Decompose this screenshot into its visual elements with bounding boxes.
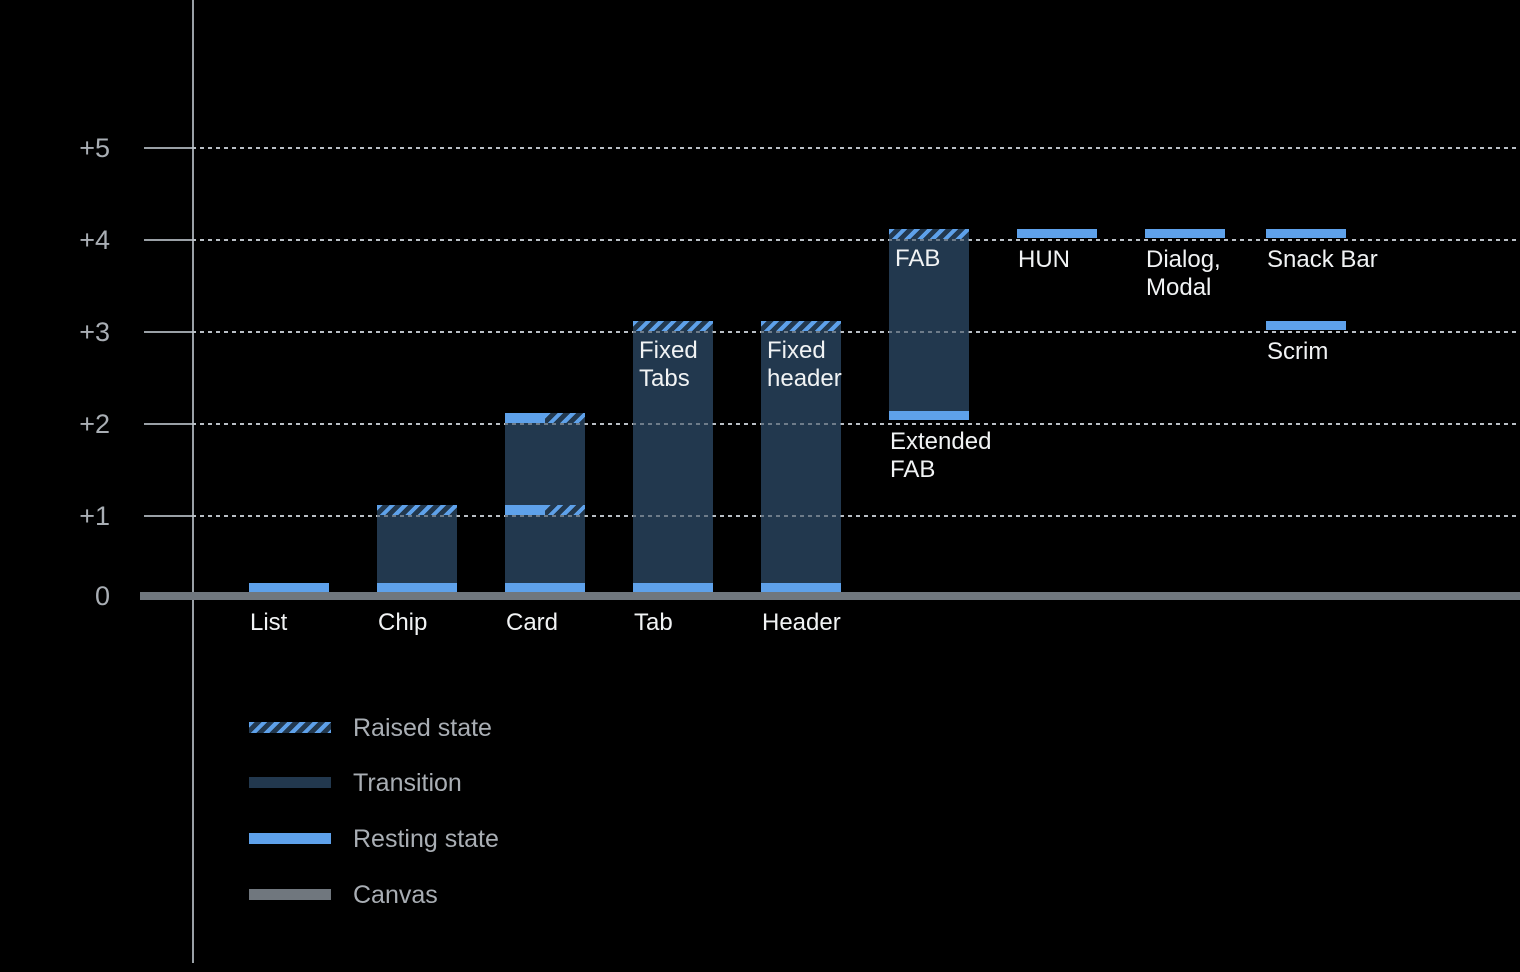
legend-swatch-resting-state-icon (249, 833, 331, 844)
band-hun-resting (1017, 229, 1097, 238)
band-list-resting (249, 583, 329, 592)
band-dialog-modal-resting (1145, 229, 1225, 238)
legend-item-transition: Transition (249, 767, 462, 798)
gridline-over-+4 (192, 239, 1520, 241)
bar-header-transition (761, 321, 841, 592)
band-scrim-resting (1266, 321, 1346, 330)
inner-label-tab: Fixed Tabs (639, 337, 698, 392)
bar-label-list: List (250, 609, 288, 636)
bar-card-resting-band-top (505, 413, 545, 423)
y-axis-tick-+3 (144, 331, 192, 333)
below-label-fab: Extended FAB (890, 428, 992, 483)
y-axis-tick-+2 (144, 423, 192, 425)
y-axis-tick-+1 (144, 515, 192, 517)
bar-card-resting-band-mid (505, 505, 545, 515)
legend-item-resting-state: Resting state (249, 823, 499, 854)
bar-label-header: Header (762, 609, 841, 636)
band-snack-bar-resting (1266, 229, 1346, 238)
legend-label-raised-state: Raised state (353, 713, 492, 742)
legend-swatch-raised-state-icon (249, 722, 331, 733)
y-axis-line (192, 0, 194, 963)
band-label-dialog-modal: Dialog, Modal (1146, 246, 1221, 301)
legend-item-canvas: Canvas (249, 879, 438, 910)
y-axis-label-+1: +1 (79, 501, 110, 531)
y-axis-tick-+5 (144, 147, 192, 149)
legend-label-resting-state: Resting state (353, 824, 499, 853)
y-axis-label-+4: +4 (79, 225, 110, 255)
gridline-over-+5 (192, 147, 1520, 149)
bar-header-raised-band (761, 321, 841, 331)
bar-card-raised-band-top (545, 413, 585, 423)
bar-chip-resting-band (377, 583, 457, 592)
inner-label-header: Fixed header (767, 337, 842, 392)
band-label-hun: HUN (1018, 246, 1070, 273)
bar-chip-transition (377, 505, 457, 592)
y-axis-tick-+4 (144, 239, 192, 241)
bar-label-chip: Chip (378, 609, 428, 636)
y-axis-label-+3: +3 (79, 317, 110, 347)
band-label-snack-bar: Snack Bar (1267, 246, 1378, 273)
legend-label-canvas: Canvas (353, 880, 438, 909)
bar-tab-transition (633, 321, 713, 592)
bar-fab-transition (889, 229, 969, 420)
y-axis-label-+5: +5 (79, 133, 110, 163)
band-label-scrim: Scrim (1267, 338, 1329, 365)
bar-card-resting-band (505, 583, 585, 592)
legend-label-transition: Transition (353, 768, 462, 797)
gridline-over-+2 (192, 423, 1520, 425)
bar-fab-resting-band (889, 411, 969, 420)
bar-tab-raised-band (633, 321, 713, 331)
bar-fab-raised-band (889, 229, 969, 239)
bar-card-transition (505, 413, 585, 592)
bar-tab-resting-band (633, 583, 713, 592)
gridline-over-+3 (192, 331, 1520, 333)
legend-item-raised-state: Raised state (249, 712, 492, 743)
inner-label-fab: FAB (895, 245, 941, 272)
legend-swatch-canvas-icon (249, 889, 331, 900)
gridline-over-+1 (192, 515, 1520, 517)
bar-label-tab: Tab (634, 609, 673, 636)
bar-chip-raised-band (377, 505, 457, 515)
bar-header-resting-band (761, 583, 841, 592)
bar-label-card: Card (506, 609, 559, 636)
y-axis-label-+2: +2 (79, 409, 110, 439)
canvas-baseline (140, 592, 1520, 600)
bar-card-raised-band-mid (545, 505, 585, 515)
legend-swatch-transition-icon (249, 777, 331, 788)
y-axis-label-0: 0 (94, 581, 110, 611)
